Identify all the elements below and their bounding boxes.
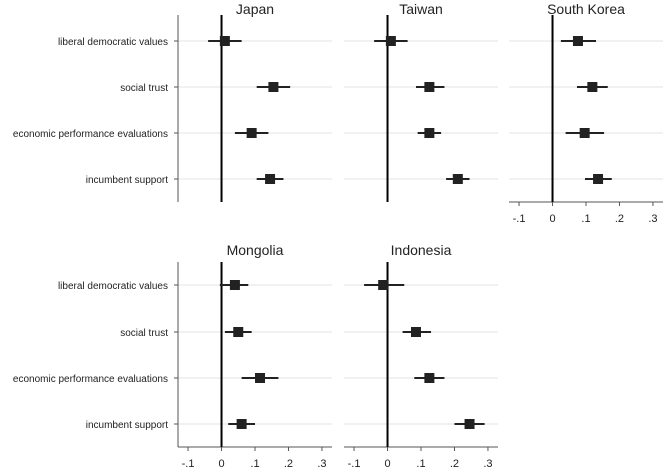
x-tick-label: .1 [416,458,425,470]
point-estimate [233,327,244,337]
point-estimate [424,128,435,138]
point-estimate [385,36,396,46]
point-estimate [265,174,276,184]
y-tick-label: incumbent support [86,175,168,186]
panel-title-mongolia: Mongolia [227,242,284,258]
x-tick-label: .3 [648,213,657,225]
x-tick-label: .1 [250,458,259,470]
y-tick-label: economic performance evaluations [13,129,168,140]
point-estimate [572,36,583,46]
point-estimate [593,174,604,184]
panel-title-taiwan: Taiwan [399,1,443,17]
x-tick-label: 0 [549,213,555,225]
x-tick-label: .1 [581,213,590,225]
y-tick-label: social trust [120,328,168,339]
x-tick-label: 0 [218,458,224,470]
x-tick-label: .2 [615,213,624,225]
x-tick-label: 0 [384,458,390,470]
x-tick-label: .3 [317,458,326,470]
y-tick-label: liberal democratic values [58,281,168,292]
point-estimate [229,280,240,290]
x-tick-label: .2 [284,458,293,470]
point-estimate [378,280,389,290]
x-tick-label: -.1 [182,458,195,470]
y-tick-label: incumbent support [86,420,168,431]
x-tick-label: -.1 [348,458,361,470]
point-estimate [219,36,230,46]
y-tick-label: economic performance evaluations [13,374,168,385]
x-tick-label: .2 [450,458,459,470]
panel-title-indonesia: Indonesia [391,242,452,258]
point-estimate [424,82,435,92]
y-tick-label: liberal democratic values [58,37,168,48]
point-estimate [236,419,247,429]
y-tick-label: social trust [120,83,168,94]
point-estimate [268,82,279,92]
point-estimate [246,128,257,138]
point-estimate [579,128,590,138]
point-estimate [587,82,598,92]
panel-title-japan: Japan [236,1,274,17]
point-estimate [410,327,421,337]
point-estimate [255,373,266,383]
point-estimate [424,373,435,383]
x-tick-label: .3 [483,458,492,470]
x-tick-label: -.1 [513,213,526,225]
panel-title-south-korea: South Korea [547,1,625,17]
point-estimate [464,419,475,429]
point-estimate [452,174,463,184]
